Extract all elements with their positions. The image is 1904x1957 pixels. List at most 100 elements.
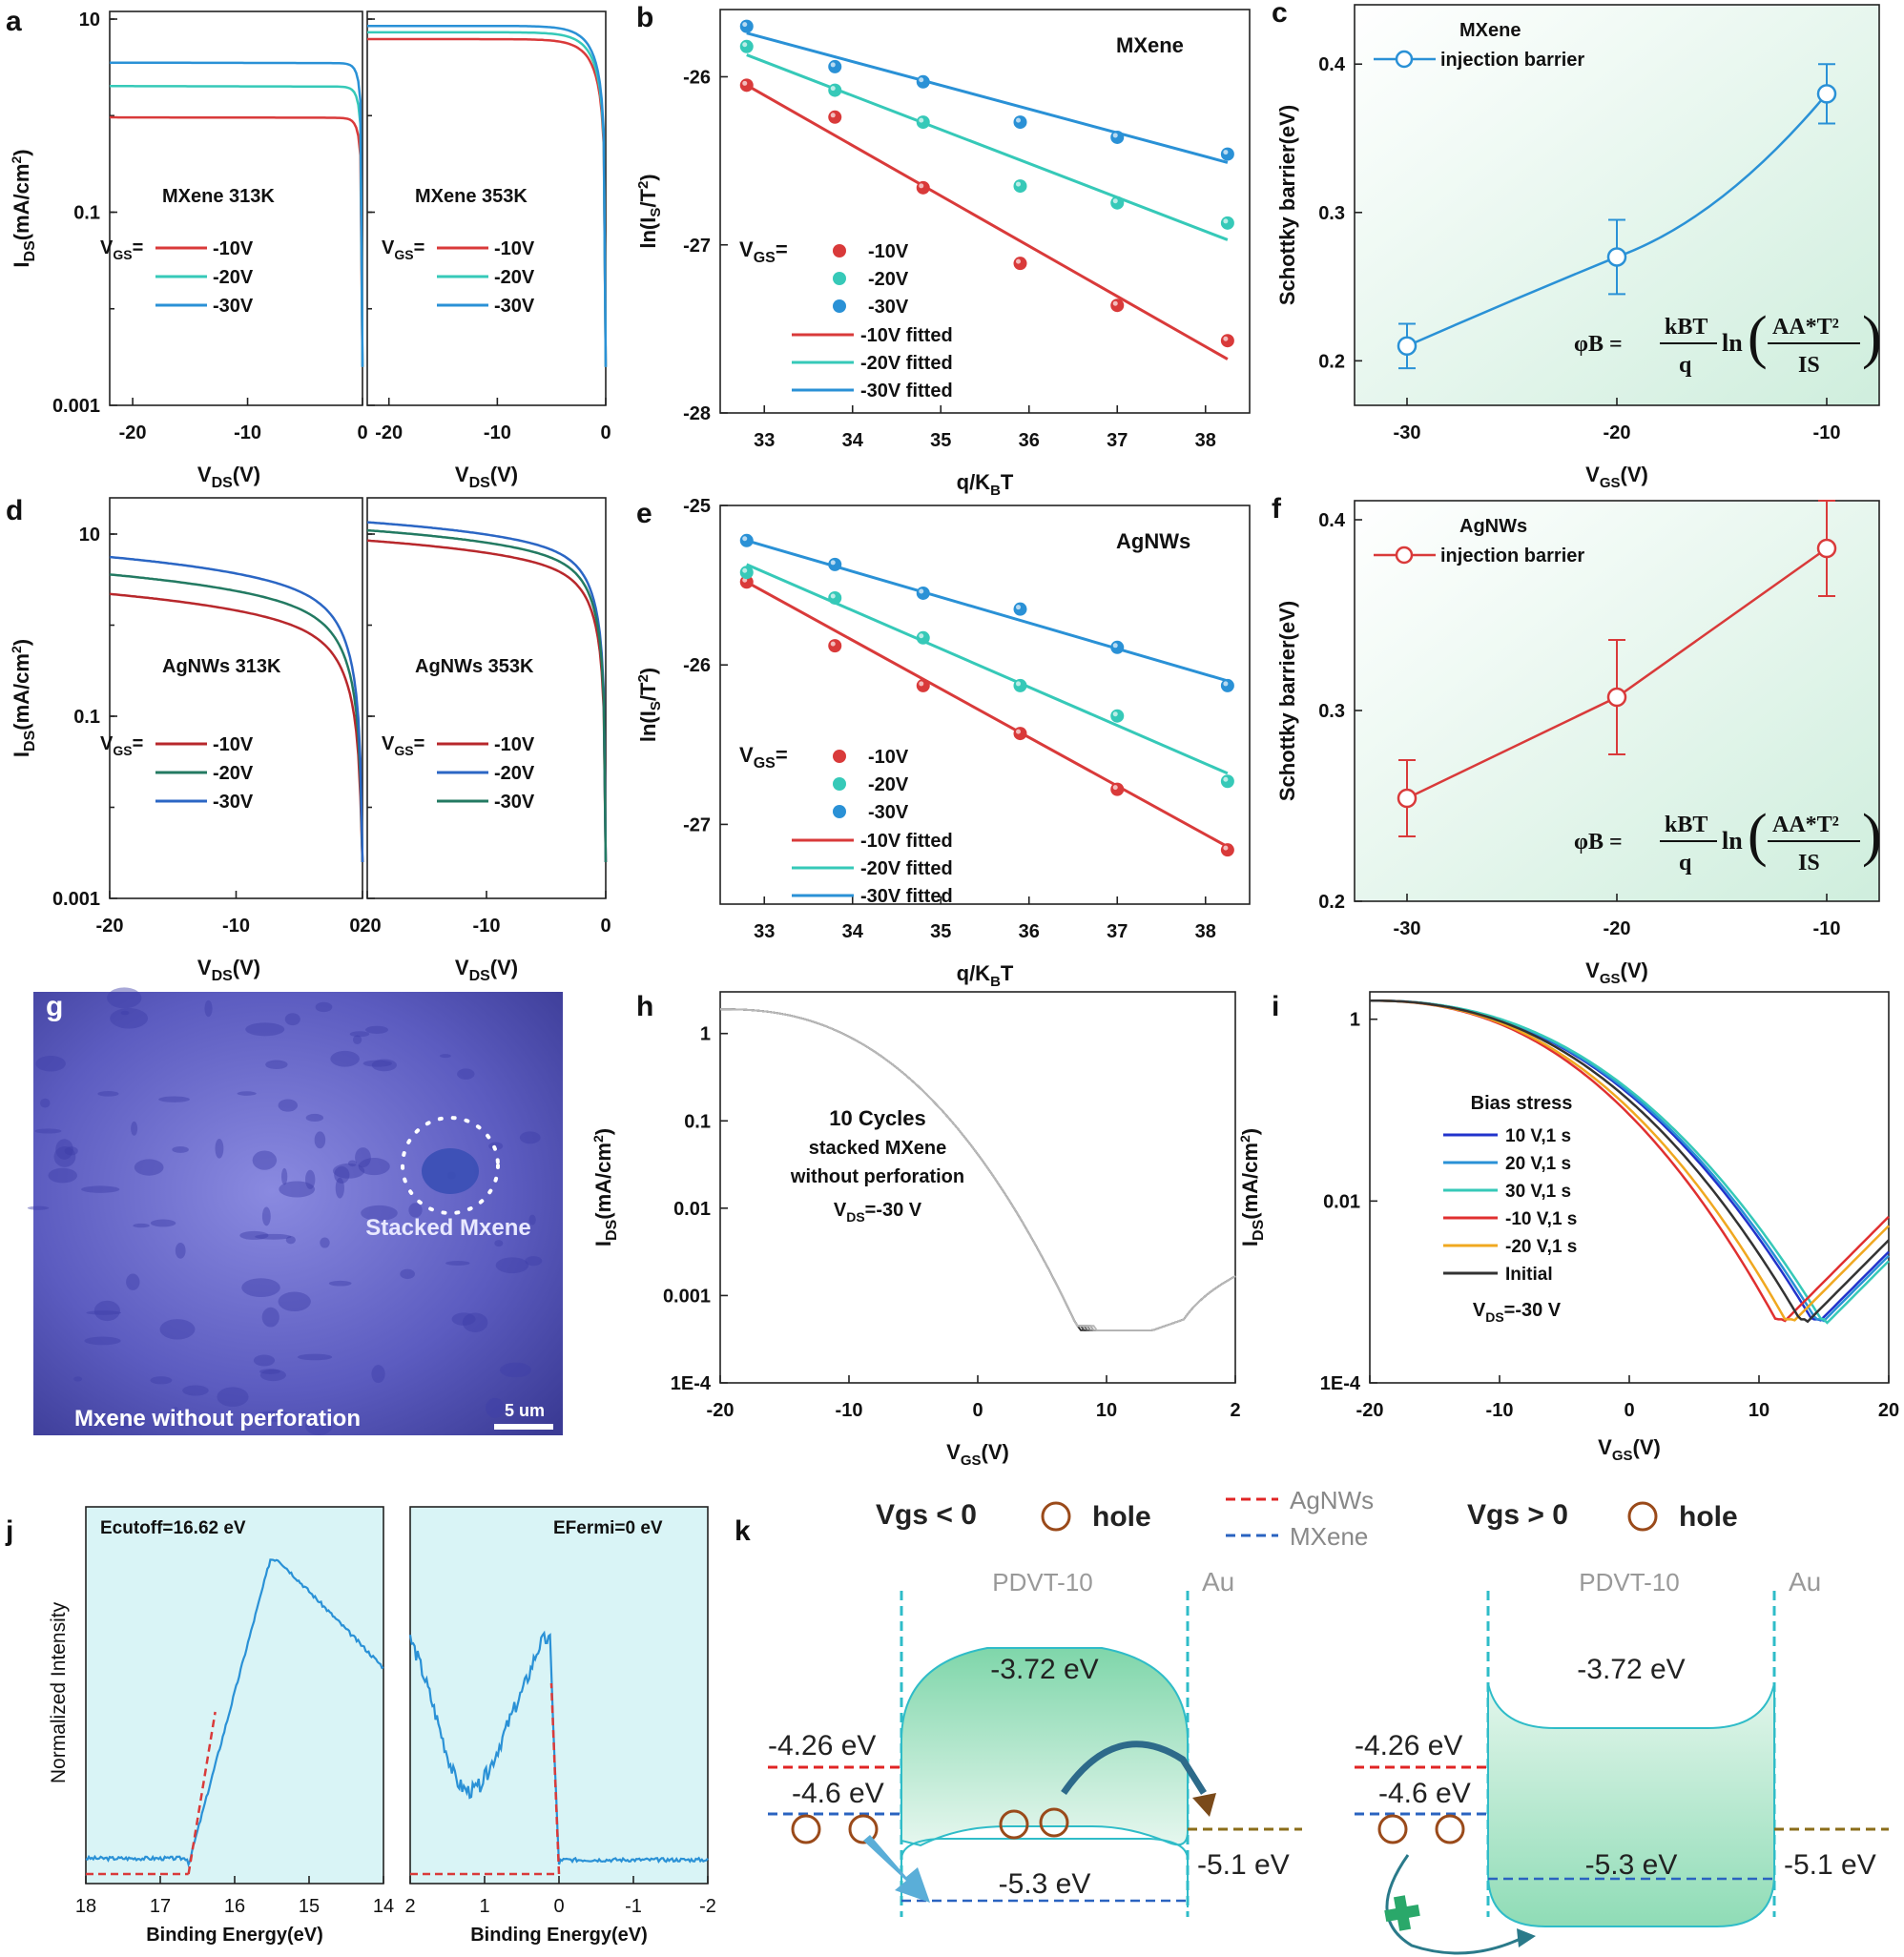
y-tick-label: 1E-4 — [671, 1373, 712, 1394]
annotation-text: 10 Cycles — [829, 1106, 926, 1130]
series-line — [109, 573, 364, 863]
x-tick-label: 10 — [1096, 1400, 1117, 1421]
micrograph-speck — [265, 1060, 288, 1070]
x-axis-label: VGS(V) — [1585, 958, 1648, 987]
x-tick-label: -10 — [836, 1400, 863, 1421]
data-point-highlight — [1223, 218, 1229, 224]
micrograph-speck — [328, 1280, 352, 1287]
legend-marker — [833, 750, 846, 763]
micrograph-speck — [330, 1050, 360, 1067]
hole-icon — [791, 1814, 821, 1844]
edge-fit — [549, 1682, 561, 1875]
y-axis-label: Normalized Intensity — [48, 1601, 70, 1783]
x-tick-label: 14 — [373, 1896, 394, 1917]
legend-label: -10V fitted — [860, 831, 953, 852]
legend-label: MXene — [1290, 1522, 1368, 1551]
data-point-highlight — [1223, 150, 1229, 155]
formula-ln: ln — [1722, 329, 1743, 357]
legend-label: 10 V,1 s — [1505, 1126, 1571, 1146]
panel-label: c — [1272, 0, 1288, 29]
micrograph-speck — [451, 1312, 476, 1326]
y-tick-label: 0.001 — [52, 889, 100, 910]
bias-curve — [1370, 999, 1890, 1324]
x-axis-label: VGS(V) — [946, 1440, 1009, 1469]
y-tick-label: 0.4 — [1318, 54, 1346, 75]
micrograph-speck — [93, 1300, 120, 1322]
micrograph-speck — [408, 1203, 423, 1218]
formula-num2: AA*T² — [1772, 315, 1839, 340]
data-point-highlight — [742, 22, 748, 28]
x-tick-label: -20 — [1604, 918, 1631, 939]
y-tick-label: 1E-4 — [1320, 1373, 1361, 1394]
data-point-highlight — [742, 42, 748, 48]
x-tick-label: 38 — [1195, 430, 1216, 451]
micrograph-speck — [284, 1013, 300, 1026]
scalebar — [494, 1424, 553, 1430]
legend-label: injection barrier — [1440, 50, 1584, 71]
micrograph-speck — [278, 1291, 311, 1311]
micrograph-speck — [40, 1098, 51, 1108]
legend-label: AgNWs — [1459, 516, 1527, 537]
panel-label: b — [636, 2, 653, 33]
x-tick-label: 10 — [1749, 1400, 1769, 1421]
y-tick-label: -25 — [683, 496, 711, 517]
x-tick-label: -20 — [1604, 422, 1631, 443]
y-tick-label: 0.2 — [1318, 892, 1345, 913]
highlight-circle — [401, 1116, 500, 1215]
hole-icon — [1377, 1814, 1408, 1844]
micrograph-speck — [280, 1167, 288, 1185]
micrograph-speck — [486, 1397, 505, 1418]
micrograph-speck — [525, 1256, 543, 1267]
x-axis-label: Binding Energy(eV) — [146, 1925, 323, 1946]
injection-arrow — [863, 1835, 930, 1903]
data-point-highlight — [919, 633, 924, 639]
plot-frame-1 — [366, 10, 607, 406]
y-tick-label: 0.3 — [1318, 203, 1345, 224]
x-tick-label: -20 — [1356, 1400, 1384, 1421]
panel-label: g — [46, 991, 63, 1022]
data-point — [1110, 709, 1125, 723]
legend-label: -10 V,1 s — [1505, 1209, 1577, 1229]
legend-label: -30V — [494, 296, 535, 317]
y-tick-label: 0.01 — [1323, 1191, 1360, 1212]
x-tick-label: -10 — [473, 916, 501, 937]
plot-frame — [409, 1506, 709, 1885]
data-point — [739, 533, 754, 547]
barrier-formula: φB = kBT q ln(AA*T² IS) — [1574, 803, 1882, 876]
ups-spectrum — [85, 1558, 384, 1868]
fit-line — [746, 539, 1229, 683]
hole-icon — [1041, 1501, 1071, 1532]
micrograph-speck — [253, 1354, 276, 1367]
data-point — [1220, 843, 1234, 857]
y-axis-label: IDS(mA/cm2) — [9, 149, 38, 267]
data-point — [1816, 84, 1837, 104]
data-point — [1220, 216, 1234, 230]
data-point — [1220, 334, 1234, 348]
series-line — [367, 31, 608, 367]
legend-title: Bias stress — [1471, 1093, 1573, 1114]
homo-label: -5.3 eV — [999, 1868, 1091, 1900]
x-tick-label: 0 — [600, 916, 611, 937]
data-point-highlight — [830, 113, 836, 118]
data-point-highlight — [919, 77, 924, 83]
plot-frame — [719, 9, 1251, 414]
data-point — [739, 19, 754, 33]
fit-line — [746, 563, 1229, 775]
legend-marker — [833, 777, 846, 791]
micrograph-speck — [159, 1319, 196, 1340]
micrograph-speck — [261, 1307, 279, 1328]
y-tick-label: 10 — [79, 525, 100, 546]
data-point — [1110, 782, 1125, 796]
legend-label: -10V — [213, 734, 254, 755]
data-point — [739, 78, 754, 93]
x-tick-label: 36 — [1019, 430, 1040, 451]
x-tick-label: -10 — [222, 916, 250, 937]
data-point-highlight — [1016, 181, 1021, 187]
micrograph-speck — [495, 1257, 529, 1274]
x-tick-label: 18 — [75, 1896, 96, 1917]
x-tick-label: 34 — [842, 921, 864, 942]
data-point-highlight — [1112, 133, 1118, 138]
panel-label: d — [6, 495, 23, 526]
formula-paren: ( — [1748, 803, 1768, 868]
legend-label: Initial — [1505, 1265, 1553, 1285]
